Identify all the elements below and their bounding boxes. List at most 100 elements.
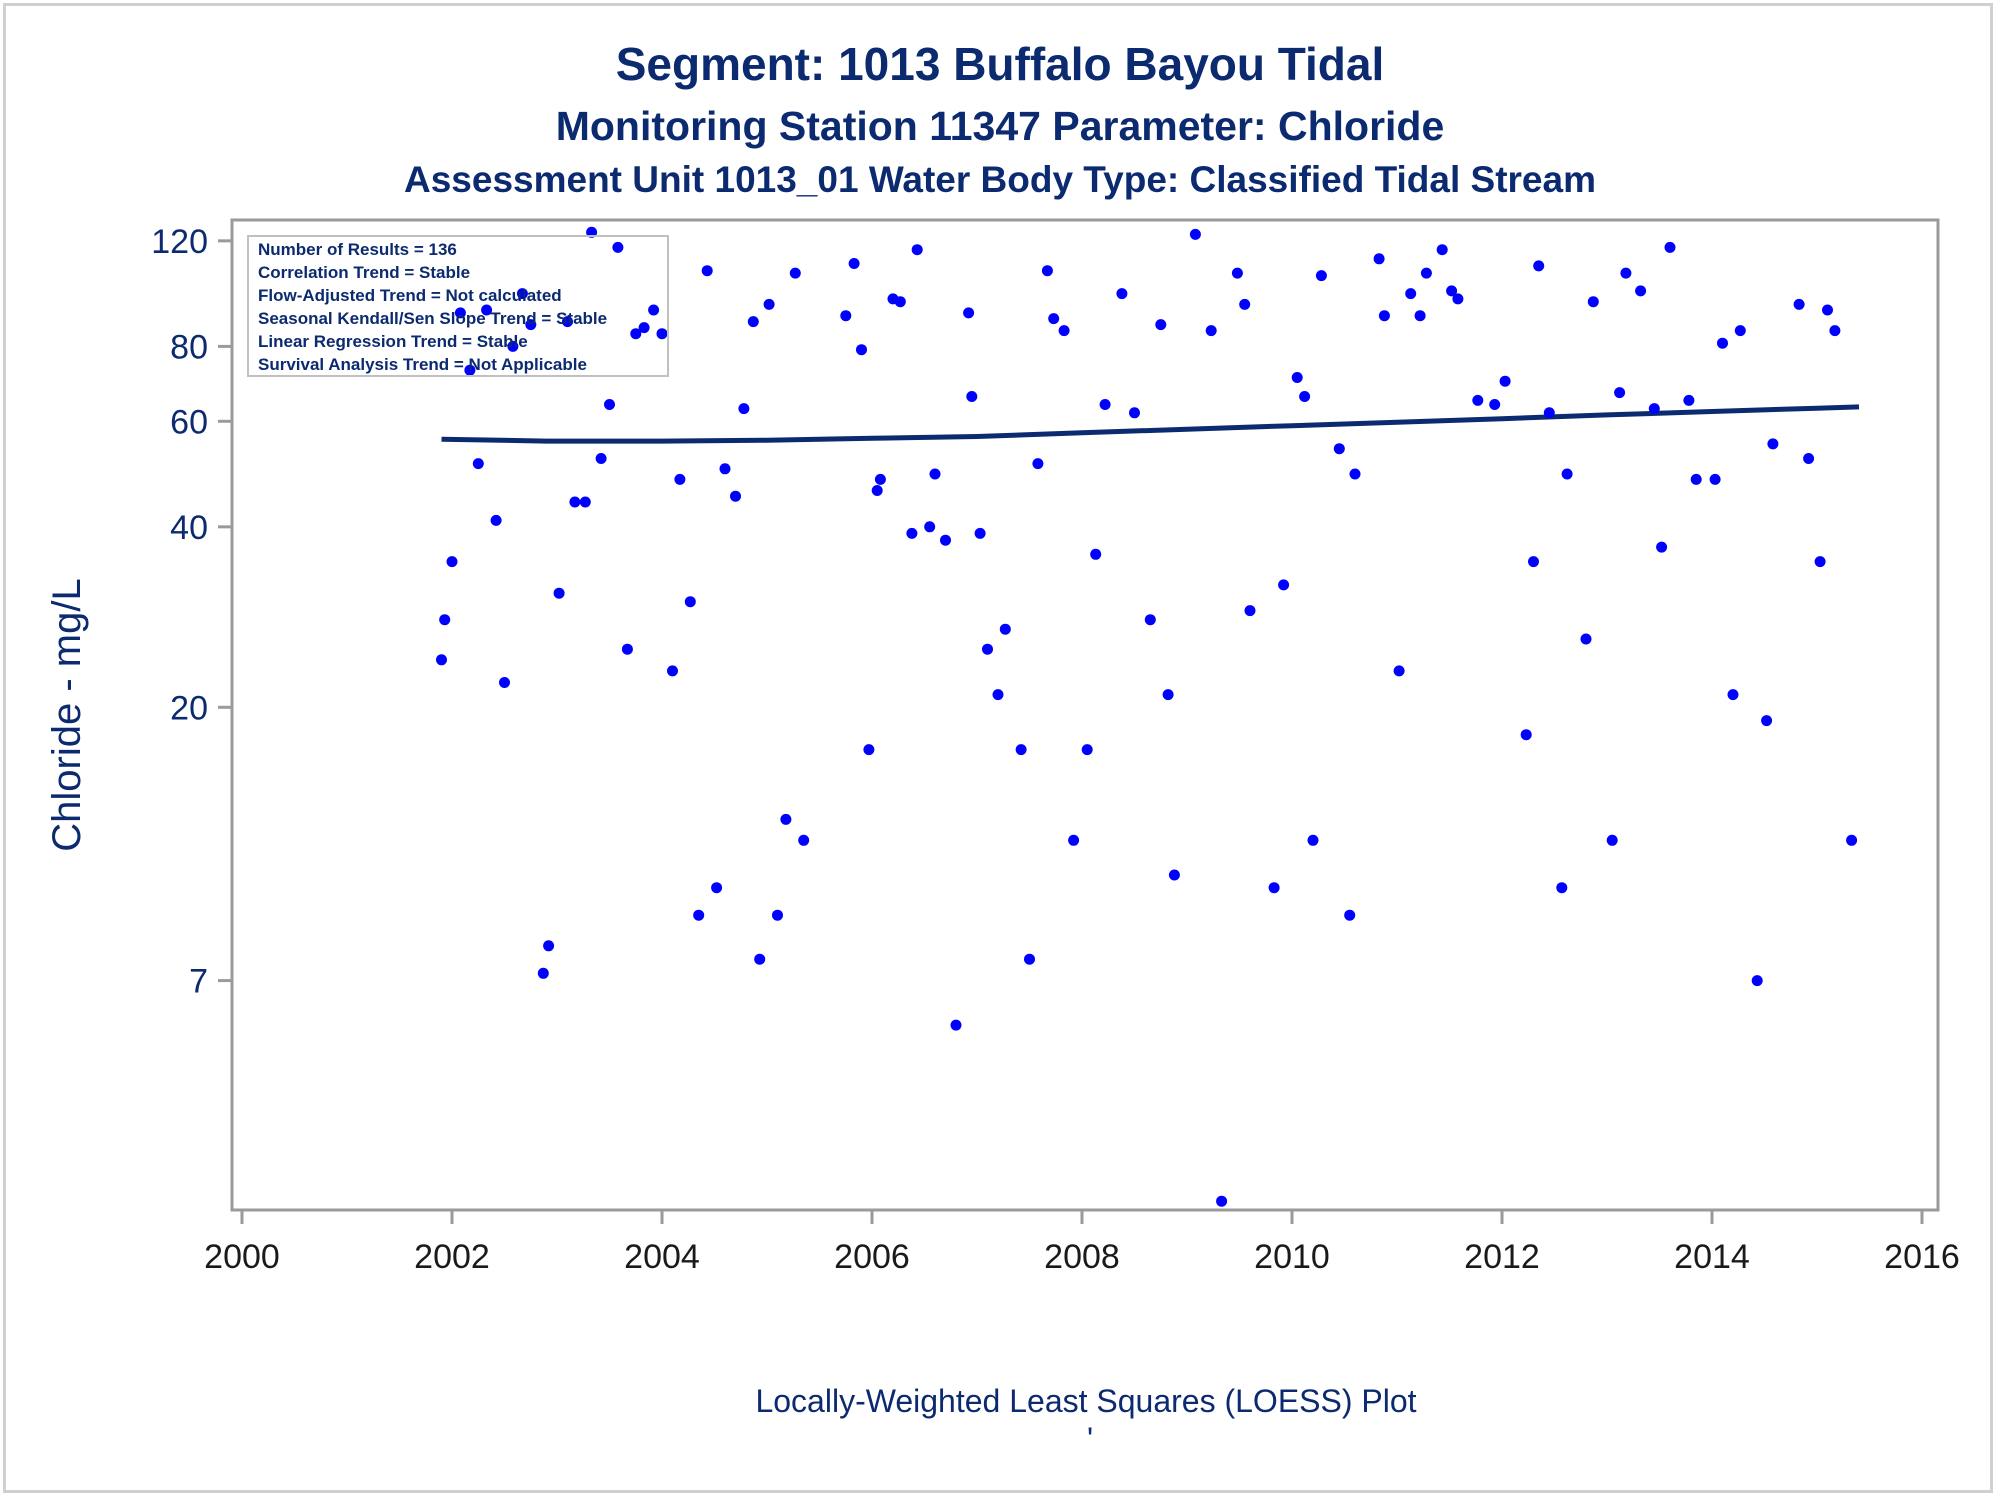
data-point: [1472, 394, 1484, 406]
y-tick-label: 120: [151, 223, 208, 261]
data-point: [772, 909, 783, 921]
data-point: [612, 241, 624, 253]
y-tick-label: 7: [189, 963, 208, 1001]
data-point: [974, 527, 986, 539]
data-point: [1239, 298, 1251, 310]
x-tick-label: 2002: [414, 1238, 490, 1276]
points-layer: [436, 226, 1858, 1207]
data-point: [911, 244, 923, 256]
y-axis: 7 20 40 60 80 120: [151, 223, 232, 1001]
stats-legend: Number of Results = 136 Correlation Tren…: [247, 235, 669, 377]
data-point: [562, 316, 573, 328]
x-tick-label: 2004: [624, 1238, 700, 1276]
data-point: [630, 328, 642, 340]
data-point: [1144, 614, 1156, 626]
data-point: [1846, 834, 1858, 846]
data-point: [638, 322, 650, 334]
data-point: [1278, 579, 1290, 591]
data-point: [1244, 605, 1256, 617]
data-point: [1761, 715, 1773, 727]
data-point: [780, 813, 792, 825]
chart-subtitle-2: Assessment Unit 1013_01 Water Body Type:…: [404, 159, 1596, 200]
data-point: [499, 677, 510, 688]
data-point: [1489, 399, 1501, 410]
legend-line: Number of Results = 136: [258, 240, 457, 259]
data-point: [490, 514, 502, 526]
data-point: [738, 403, 750, 415]
data-point: [1561, 468, 1573, 480]
data-point: [754, 953, 766, 965]
data-point: [798, 834, 810, 846]
data-point: [1499, 375, 1511, 387]
data-point: [537, 967, 549, 979]
data-point: [929, 468, 941, 480]
data-point: [1216, 1195, 1228, 1207]
y-tick-label: 80: [170, 328, 208, 366]
data-point: [940, 534, 951, 546]
data-point: [1635, 285, 1647, 297]
data-point: [963, 307, 975, 319]
data-point: [1793, 298, 1805, 310]
data-point: [1231, 267, 1243, 279]
plot-area: [230, 218, 1940, 1212]
data-point: [1205, 325, 1217, 337]
data-point: [1533, 260, 1545, 272]
data-point: [604, 399, 615, 410]
data-point: [1068, 834, 1080, 846]
data-point: [1189, 228, 1201, 240]
data-point: [1727, 689, 1739, 701]
data-point: [966, 391, 978, 402]
chart-subtitle: Monitoring Station 11347 Parameter: Chlo…: [556, 103, 1445, 149]
data-point: [894, 296, 906, 308]
data-point: [1090, 548, 1102, 560]
data-point: [1032, 458, 1044, 470]
data-point: [1556, 882, 1568, 894]
data-point: [1580, 633, 1592, 645]
data-point: [1058, 325, 1070, 337]
data-point: [1291, 372, 1303, 383]
legend-line: Flow-Adjusted Trend = Not calculated: [258, 286, 562, 305]
data-point: [1414, 310, 1426, 322]
data-point: [569, 496, 581, 508]
data-point: [1446, 285, 1458, 297]
data-point: [950, 1019, 962, 1031]
data-point: [1587, 296, 1599, 308]
data-point: [1648, 403, 1660, 415]
data-point: [693, 909, 705, 921]
data-point: [1829, 325, 1841, 337]
footnote-mark: ': [1087, 1421, 1093, 1457]
data-point: [1452, 293, 1464, 305]
loess-trend-line: [441, 404, 1860, 444]
data-point: [999, 623, 1011, 635]
data-point: [674, 473, 686, 485]
data-point: [1129, 407, 1140, 419]
data-point: [1349, 468, 1361, 480]
data-point: [656, 328, 668, 340]
data-point: [1614, 387, 1626, 399]
legend-line: Linear Regression Trend = Stable: [258, 332, 528, 351]
x-tick-label: 2016: [1884, 1238, 1960, 1276]
data-point: [1116, 288, 1128, 300]
data-point: [1734, 325, 1746, 337]
data-point: [1528, 556, 1539, 568]
data-point: [1024, 953, 1035, 965]
data-point: [863, 744, 875, 756]
x-tick-label: 2000: [204, 1238, 280, 1276]
data-point: [1420, 267, 1432, 279]
data-point: [1344, 909, 1356, 921]
data-point: [747, 316, 759, 328]
data-point: [595, 453, 607, 464]
y-tick-label: 60: [170, 403, 208, 441]
data-point: [1155, 319, 1167, 331]
data-point: [481, 304, 493, 316]
data-point: [763, 298, 775, 310]
data-point: [701, 265, 713, 277]
data-point: [1436, 244, 1448, 256]
x-tick-label: 2006: [834, 1238, 910, 1276]
data-point: [1543, 407, 1555, 419]
y-axis-label: Chloride - mg/L: [45, 578, 89, 851]
data-point: [924, 521, 936, 533]
x-tick-label: 2008: [1044, 1238, 1120, 1276]
data-point: [579, 496, 591, 508]
